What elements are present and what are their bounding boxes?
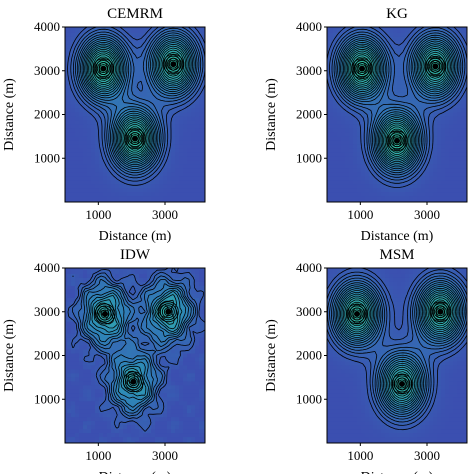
contour-panel-msm: MSM 1000 2000 3000 4000 1000 3000 Distance (m) D… [264, 247, 468, 474]
y-axis-label: Distance (m) [2, 319, 17, 392]
y-tick-label: 3000 [296, 63, 322, 78]
y-tick-label: 1000 [296, 391, 322, 406]
y-tick-label: 2000 [296, 348, 322, 363]
y-tick-label: 4000 [296, 260, 322, 275]
contour-panel-cemrm: CEMRM 1000 2000 3000 4000 1000 3000 Distance (m… [2, 6, 206, 244]
x-tick-label: 1000 [85, 448, 111, 463]
contour-panel-kg: KG 1000 2000 3000 4000 1000 3000 Distance (m) Di… [264, 6, 468, 244]
y-tick-label: 4000 [34, 19, 60, 34]
y-tick-label: 1000 [34, 391, 60, 406]
y-tick-label: 1000 [34, 150, 60, 165]
contour-lines [67, 268, 205, 432]
y-tick-label: 2000 [34, 348, 60, 363]
contour-lines [67, 27, 205, 186]
x-tick-label: 3000 [414, 448, 440, 463]
field-fill [65, 268, 205, 443]
panel-title: CEMRM [107, 6, 163, 22]
y-tick-label: 3000 [296, 304, 322, 319]
y-axis-label: Distance (m) [264, 78, 279, 151]
contour-panel-idw: IDW 1000 2000 3000 4000 1000 3000 Distance (m) D… [2, 247, 206, 474]
y-tick-label: 3000 [34, 304, 60, 319]
y-tick-label: 2000 [34, 107, 60, 122]
y-axis-label: Distance (m) [2, 78, 17, 151]
y-axis-label: Distance (m) [264, 319, 279, 392]
contour-lines [327, 268, 467, 431]
x-tick-label: 1000 [347, 448, 373, 463]
x-tick-label: 3000 [152, 448, 178, 463]
x-axis-label: Distance (m) [361, 229, 434, 244]
x-tick-label: 3000 [414, 207, 440, 222]
contour-lines [327, 27, 467, 188]
y-tick-label: 1000 [296, 150, 322, 165]
panel-title: MSM [379, 247, 414, 263]
y-tick-label: 3000 [34, 63, 60, 78]
panel-title: IDW [120, 247, 151, 263]
x-tick-label: 1000 [347, 207, 373, 222]
x-axis-label: Distance (m) [99, 229, 172, 244]
x-axis-label: Distance (m) [361, 470, 434, 474]
y-tick-label: 4000 [34, 260, 60, 275]
y-tick-label: 2000 [296, 107, 322, 122]
x-axis-label: Distance (m) [99, 470, 172, 474]
panel-title: KG [386, 6, 408, 22]
y-tick-label: 4000 [296, 19, 322, 34]
x-tick-label: 1000 [85, 207, 111, 222]
x-tick-label: 3000 [152, 207, 178, 222]
